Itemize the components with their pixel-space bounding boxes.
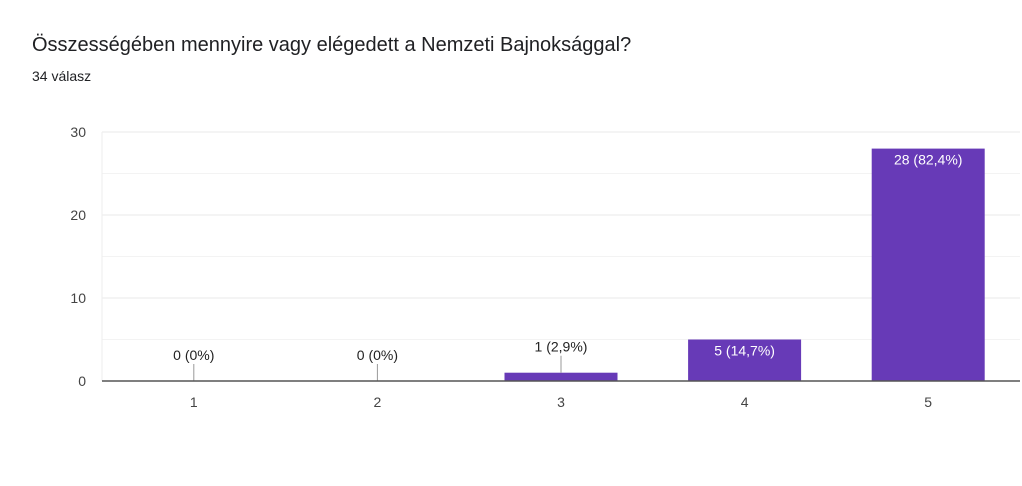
bar [871, 148, 985, 381]
data-label: 0 (0%) [173, 347, 214, 363]
x-tick-label: 3 [557, 394, 565, 410]
response-count: 34 válasz [32, 68, 92, 84]
bar [688, 339, 802, 381]
data-label: 1 (2,9%) [535, 339, 588, 355]
y-tick-label: 30 [70, 124, 86, 140]
x-tick-label: 4 [741, 394, 749, 410]
data-label: 28 (82,4%) [894, 152, 962, 168]
x-tick-label: 1 [190, 394, 198, 410]
y-tick-label: 0 [78, 373, 86, 389]
y-tick-label: 20 [70, 207, 86, 223]
bar [504, 372, 618, 381]
y-tick-label: 10 [70, 290, 86, 306]
data-label: 0 (0%) [357, 347, 398, 363]
x-tick-label: 5 [924, 394, 932, 410]
data-label: 5 (14,7%) [714, 343, 775, 359]
question-title: Összességében mennyire vagy elégedett a … [32, 34, 632, 56]
x-tick-label: 2 [374, 394, 382, 410]
